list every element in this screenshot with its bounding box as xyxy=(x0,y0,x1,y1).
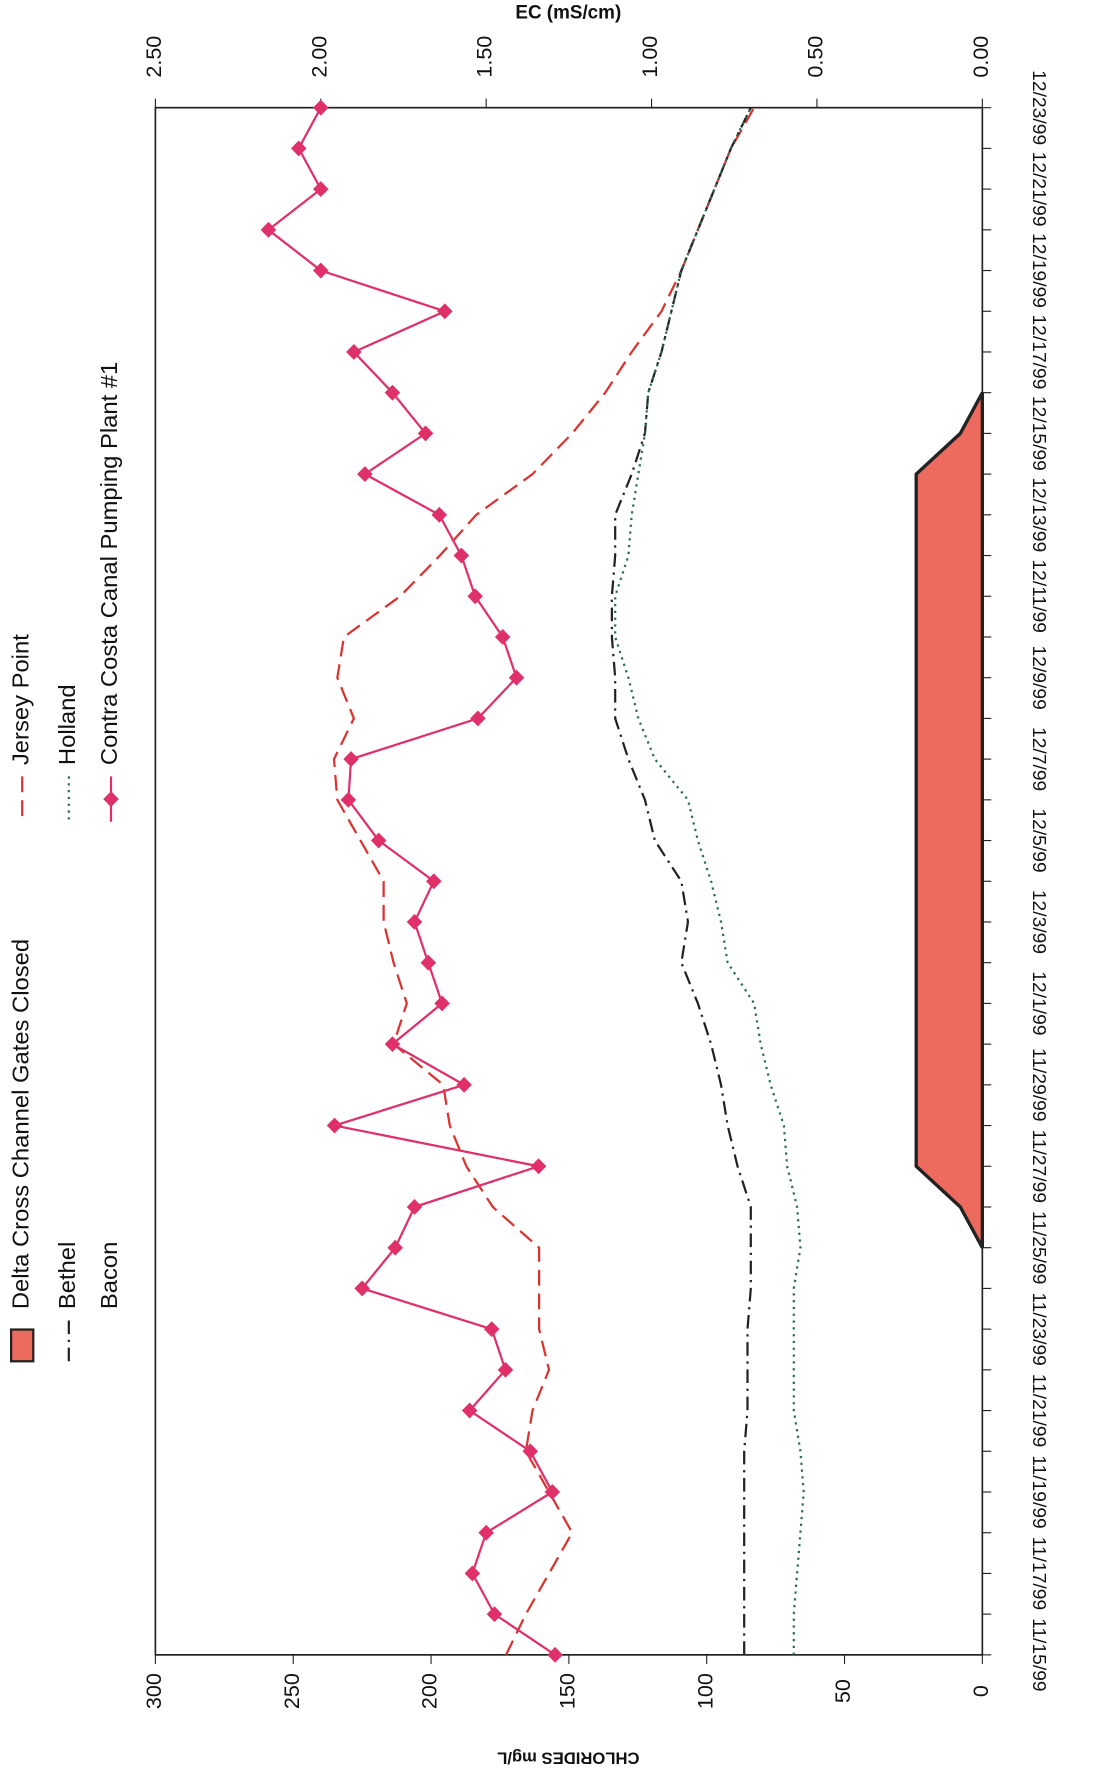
x-tick-label: 12/11/99 xyxy=(1028,559,1049,633)
x-tick-label: 12/17/99 xyxy=(1028,314,1049,389)
marker xyxy=(313,99,329,116)
marker xyxy=(547,1646,563,1663)
marker xyxy=(431,506,448,523)
y-axis-title: CHLORIDES mg/L xyxy=(497,1748,639,1767)
legend-label: Holland xyxy=(54,684,80,765)
marker xyxy=(346,344,362,360)
x-tick-label: 12/3/99 xyxy=(1028,890,1049,954)
marker xyxy=(453,547,470,564)
x-tick-label: 11/15/99 xyxy=(1028,1618,1049,1692)
marker xyxy=(343,751,359,768)
legend-label: Bacon xyxy=(96,1242,122,1309)
x-tick-label: 12/19/99 xyxy=(1028,233,1049,308)
marker xyxy=(483,1321,500,1338)
marker xyxy=(508,669,525,686)
marker xyxy=(387,1239,403,1256)
x-tick-label: 12/21/99 xyxy=(1028,152,1049,227)
y2-tick-label: 1.00 xyxy=(638,36,662,78)
marker xyxy=(384,384,401,401)
marker xyxy=(494,629,511,645)
y2-tick-label: 2.50 xyxy=(142,36,166,78)
line xyxy=(610,107,752,1655)
y-tick-label: 100 xyxy=(693,1673,717,1709)
marker xyxy=(420,954,437,971)
marker xyxy=(354,1280,370,1297)
x-tick-label: 11/17/99 xyxy=(1028,1537,1049,1611)
area xyxy=(914,391,985,1249)
marker xyxy=(326,1117,343,1134)
marker xyxy=(478,1524,494,1541)
marker xyxy=(313,262,329,279)
marker xyxy=(467,588,483,605)
marker xyxy=(470,710,486,727)
legend-label: Delta Cross Channel Gates Closed xyxy=(8,939,34,1309)
marker xyxy=(522,1443,539,1460)
y-tick-label: 300 xyxy=(142,1673,166,1709)
marker xyxy=(486,1606,503,1623)
marker xyxy=(464,1565,481,1582)
marker xyxy=(260,221,277,238)
x-tick-label: 12/9/99 xyxy=(1028,646,1049,710)
y-tick-label: 150 xyxy=(556,1673,580,1709)
legend-label: Bethel xyxy=(54,1242,80,1309)
marker xyxy=(357,466,373,483)
marker xyxy=(461,1402,478,1419)
marker xyxy=(497,1361,514,1378)
line xyxy=(614,107,805,1655)
x-tick-label: 11/21/99 xyxy=(1028,1374,1049,1448)
legend-label: Jersey Point xyxy=(8,634,34,765)
y-tick-label: 250 xyxy=(280,1673,304,1709)
x-tick-label: 12/23/99 xyxy=(1028,70,1049,145)
marker xyxy=(530,1158,547,1175)
legend-marker xyxy=(103,791,119,808)
x-tick-label: 11/27/99 xyxy=(1028,1129,1049,1203)
y2-tick-label: 2.00 xyxy=(308,36,332,78)
marker xyxy=(544,1484,561,1500)
y2-tick-label: 0.00 xyxy=(969,36,993,78)
y-tick-label: 50 xyxy=(831,1679,855,1703)
marker xyxy=(313,181,329,198)
line xyxy=(332,107,756,1656)
marker xyxy=(290,140,307,157)
marker xyxy=(437,303,453,320)
marker xyxy=(384,1036,401,1053)
marker xyxy=(406,914,423,930)
marker xyxy=(406,1199,423,1215)
legend-label: Contra Costa Canal Pumping Plant #1 xyxy=(96,362,122,765)
x-tick-label: 12/15/99 xyxy=(1028,396,1049,471)
y2-tick-label: 0.50 xyxy=(804,36,828,78)
marker xyxy=(370,832,387,849)
legend-swatch xyxy=(9,1328,35,1363)
plot-frame xyxy=(154,106,984,1656)
y-tick-label: 200 xyxy=(418,1673,442,1709)
x-tick-label: 11/19/99 xyxy=(1028,1455,1049,1529)
x-tick-label: 11/25/99 xyxy=(1028,1211,1049,1285)
marker xyxy=(434,995,450,1012)
x-tick-label: 11/23/99 xyxy=(1028,1292,1049,1366)
y-tick-label: 0 xyxy=(969,1685,993,1697)
x-tick-label: 12/7/99 xyxy=(1028,727,1049,791)
x-tick-label: 12/13/99 xyxy=(1028,477,1049,552)
x-tick-label: 11/29/99 xyxy=(1028,1048,1049,1122)
marker xyxy=(426,873,442,890)
y2-axis-title: EC (mS/cm) xyxy=(515,3,621,24)
marker xyxy=(456,1076,472,1093)
line xyxy=(266,107,556,1656)
y2-tick-label: 1.50 xyxy=(473,36,497,78)
x-tick-label: 12/5/99 xyxy=(1028,808,1049,872)
x-tick-label: 12/1/99 xyxy=(1028,971,1049,1035)
